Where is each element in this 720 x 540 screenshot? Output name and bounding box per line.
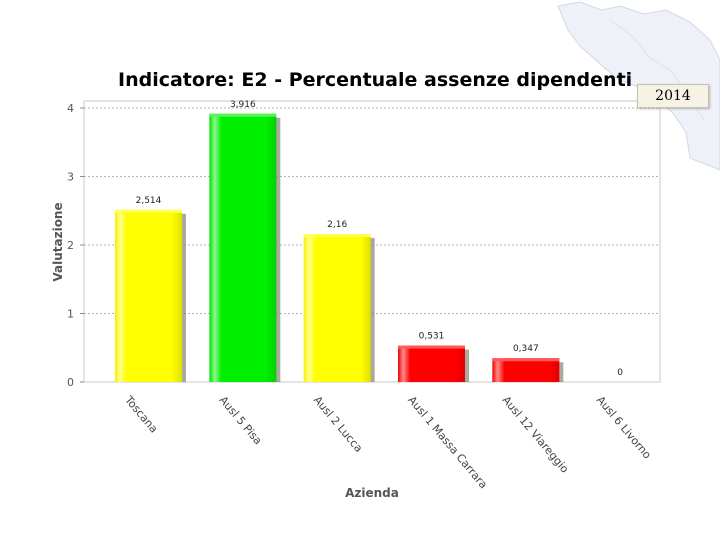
data-label: 2,16 [327, 220, 347, 230]
bar [209, 113, 277, 382]
data-label: 0,347 [513, 344, 539, 354]
year-badge: 2014 [637, 84, 709, 108]
x-category-label: Toscana [122, 393, 161, 436]
bar-top-highlight [398, 345, 465, 349]
y-tick-label: 2 [67, 239, 74, 252]
x-category-label: Ausl 2 Lucca [311, 394, 365, 455]
bar [115, 209, 182, 382]
data-label: 0 [617, 368, 623, 378]
bar-top-highlight [492, 358, 560, 362]
y-tick-label: 4 [67, 102, 74, 115]
bar-top-highlight [115, 209, 182, 213]
bar-top-highlight [209, 113, 277, 117]
chart-title: Indicatore: E2 - Percentuale assenze dip… [118, 69, 632, 91]
bar [492, 358, 560, 382]
bar-top-highlight [303, 234, 371, 238]
data-label: 0,531 [419, 332, 445, 342]
y-tick-label: 0 [67, 376, 74, 389]
x-category-label: Ausl 12 Viareggio [500, 394, 572, 476]
data-label: 2,514 [136, 196, 162, 206]
data-label: 3,916 [230, 100, 256, 110]
y-tick-label: 3 [67, 171, 74, 184]
x-category-label: Ausl 1 Massa Carrara [405, 394, 490, 492]
data-labels: 2,514 3,916 2,16 0,531 0,347 0 [136, 100, 624, 378]
bar [303, 234, 371, 382]
bars [115, 113, 564, 382]
x-axis-categories: Toscana Ausl 5 Pisa Ausl 2 Lucca Ausl 1 Mas… [122, 393, 654, 491]
y-tick-label: 1 [67, 308, 74, 321]
y-axis-title: Valutazione [51, 202, 65, 281]
x-axis-title: Azienda [345, 486, 399, 500]
x-category-label: Ausl 6 Livorno [594, 394, 654, 462]
x-category-label: Ausl 5 Pisa [217, 394, 265, 448]
y-axis-ticks: 0 1 2 3 4 [67, 102, 84, 389]
bar [398, 345, 465, 382]
